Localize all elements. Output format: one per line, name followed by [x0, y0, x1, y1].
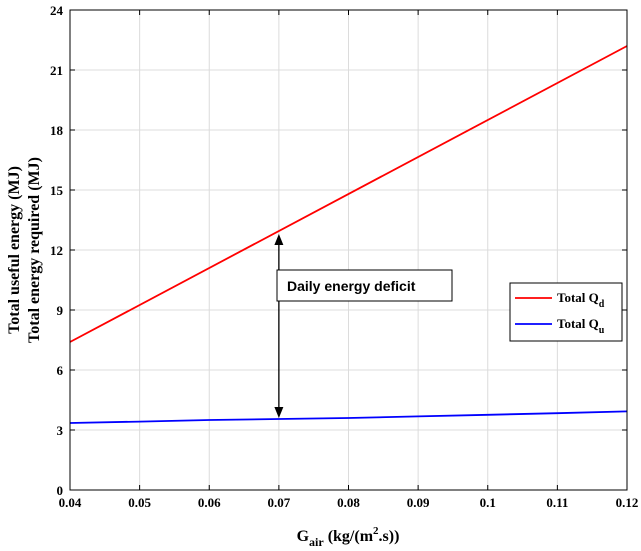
legend: Total Qd Total Qu	[509, 282, 623, 342]
x-tick-label: 0.05	[128, 495, 151, 510]
x-tick-label: 0.12	[616, 495, 639, 510]
y-tick-label: 3	[57, 423, 64, 438]
x-tick-label: 0.1	[480, 495, 496, 510]
legend-label-qd: Total Qd	[557, 290, 605, 310]
x-tick-label: 0.08	[337, 495, 360, 510]
deficit-arrowhead-bottom	[274, 407, 284, 418]
y-axis-title: Total useful energy (MJ) Total energy re…	[6, 157, 43, 343]
annotation-text: Daily energy deficit	[287, 278, 416, 294]
legend-label-qu: Total Qu	[557, 316, 605, 336]
y-axis-title-line2: Total energy required (MJ)	[26, 157, 43, 343]
series-line-total-qd	[69, 45, 628, 343]
x-tick-label: 0.09	[407, 495, 430, 510]
legend-box	[509, 282, 623, 342]
series-group	[69, 45, 628, 424]
y-tick-label: 6	[57, 363, 64, 378]
y-tick-label: 18	[50, 123, 64, 138]
y-tick-label: 15	[50, 183, 64, 198]
y-tick-label: 21	[50, 63, 63, 78]
x-axis-title: Gair (kg/(m2.s))	[297, 525, 400, 549]
y-tick-label: 0	[57, 483, 64, 498]
annotation: Daily energy deficit	[274, 234, 453, 418]
x-tick-label: 0.04	[59, 495, 82, 510]
y-tick-label: 24	[50, 3, 64, 18]
deficit-arrowhead-top	[274, 234, 284, 245]
y-axis-title-line1: Total useful energy (MJ)	[6, 166, 23, 334]
y-tick-label: 12	[50, 243, 63, 258]
y-tick-label: 9	[57, 303, 64, 318]
x-tick-label: 0.11	[546, 495, 568, 510]
annotation-box	[276, 269, 453, 302]
x-tick-label: 0.07	[268, 495, 291, 510]
x-tick-label: 0.06	[198, 495, 221, 510]
axis-ticks: 0.04 0.05 0.06 0.07 0.08 0.09 0.1 0.11 0.12 0 3 6 9 1…	[50, 3, 638, 510]
series-line-total-qu	[69, 410, 628, 424]
